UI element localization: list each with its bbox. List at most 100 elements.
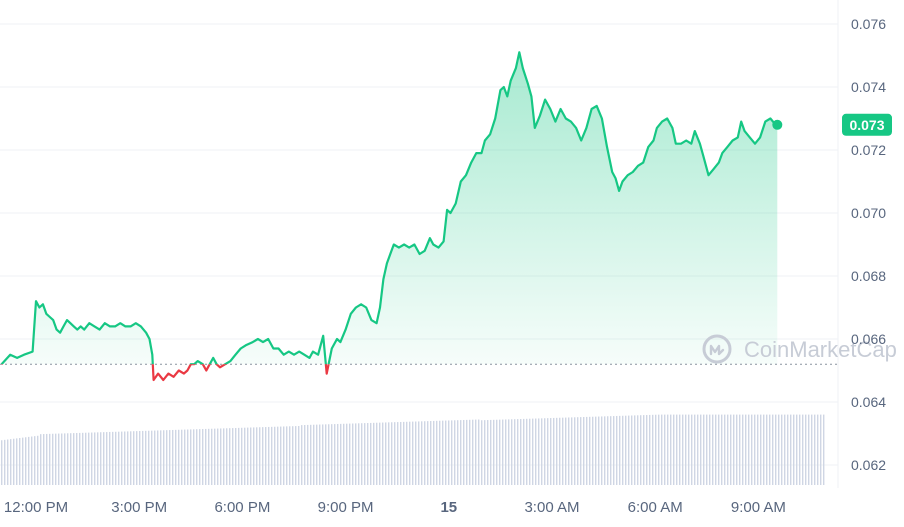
- volume-bar: [145, 430, 147, 485]
- volume-bar: [793, 414, 795, 485]
- volume-bar: [352, 423, 354, 485]
- volume-bar: [454, 420, 456, 485]
- volume-bar: [286, 426, 288, 485]
- current-price-badge-bg: [842, 113, 892, 136]
- volume-bar: [253, 427, 255, 485]
- volume-bar: [604, 416, 606, 485]
- volume-bar: [580, 417, 582, 485]
- volume-bar: [163, 430, 165, 485]
- volume-bar: [151, 430, 153, 485]
- x-axis: 12:00 PM 3:00 PM 6:00 PM 9:00 PM 15 3:00 AM 6:…: [4, 499, 786, 516]
- volume-bar: [94, 432, 96, 485]
- volume-bar: [106, 432, 108, 485]
- volume-bar: [97, 432, 99, 485]
- volume-bar: [259, 427, 261, 485]
- volume-bar: [247, 427, 249, 485]
- volume-bar: [709, 414, 711, 485]
- volume-bar: [379, 422, 381, 485]
- volume-bar: [559, 417, 561, 485]
- volume-bar: [439, 420, 441, 485]
- price-line[interactable]: [0, 51, 778, 382]
- volume-bar: [223, 428, 225, 485]
- volume-bar: [547, 418, 549, 485]
- volume-bar: [619, 415, 621, 485]
- volume-bar: [601, 416, 603, 485]
- volume-bar: [481, 420, 483, 485]
- volume-bar: [124, 431, 126, 485]
- volume-bar: [193, 429, 195, 485]
- volume-bar: [667, 414, 669, 485]
- volume-bar: [475, 419, 477, 485]
- volume-bar: [412, 421, 414, 485]
- volume-bar: [541, 418, 543, 485]
- volume-bar: [370, 422, 372, 485]
- volume-bar: [136, 431, 138, 485]
- watermark-text: CoinMarketCap: [744, 337, 897, 362]
- volume-bar: [670, 414, 672, 485]
- volume-bar: [640, 415, 642, 485]
- volume-bar: [100, 432, 102, 485]
- volume-bar: [757, 414, 759, 485]
- coinmarketcap-logo-icon: [702, 334, 732, 364]
- volume-bar: [109, 431, 111, 485]
- volume-bar: [817, 414, 819, 485]
- price-line-up[interactable]: [0, 51, 778, 380]
- volume-bar: [208, 428, 210, 485]
- volume-bar: [25, 437, 27, 485]
- last-price-dot[interactable]: [772, 119, 783, 130]
- volume-bar: [328, 424, 330, 485]
- volume-bar: [292, 426, 294, 485]
- current-price-label: 0.073: [849, 117, 884, 133]
- x-tick-label: 15: [440, 499, 457, 516]
- volume-bar: [691, 414, 693, 485]
- volume-bar: [415, 421, 417, 485]
- volume-bar: [769, 414, 771, 485]
- volume-bar: [277, 426, 279, 485]
- volume-bar: [52, 433, 54, 485]
- volume-bar: [364, 423, 366, 485]
- volume-bar: [388, 422, 390, 485]
- current-price-badge: 0.073: [842, 113, 892, 136]
- volume-bar: [433, 420, 435, 485]
- volume-bar: [394, 422, 396, 485]
- volume-bar: [268, 426, 270, 485]
- volume-bar: [376, 422, 378, 485]
- volume-bar: [808, 414, 810, 485]
- volume-bar: [76, 433, 78, 485]
- volume-bar: [778, 414, 780, 485]
- volume-bar: [427, 421, 429, 485]
- volume-bar: [676, 414, 678, 485]
- volume-bar: [154, 430, 156, 485]
- volume-bar: [721, 414, 723, 485]
- volume-bar: [250, 427, 252, 485]
- volume-bar: [745, 414, 747, 485]
- volume-bar: [805, 414, 807, 485]
- volume-bar: [22, 437, 24, 485]
- volume-bar: [487, 420, 489, 485]
- volume-bar: [754, 414, 756, 485]
- volume-bar: [664, 414, 666, 485]
- volume-bar: [424, 421, 426, 485]
- volume-bar: [562, 417, 564, 485]
- volume-bar: [181, 429, 183, 485]
- volume-bar: [571, 417, 573, 485]
- volume-bar: [763, 414, 765, 485]
- volume-bar: [19, 438, 21, 485]
- volume-bar: [784, 414, 786, 485]
- volume-bar: [337, 423, 339, 485]
- volume-bar: [403, 421, 405, 485]
- x-tick-label: 9:00 AM: [731, 499, 786, 516]
- volume-bar: [820, 414, 822, 485]
- volume-bar: [625, 415, 627, 485]
- volume-bar: [406, 421, 408, 485]
- volume-bar: [679, 414, 681, 485]
- volume-bar: [430, 421, 432, 485]
- volume-bar: [421, 421, 423, 485]
- volume-bar: [334, 424, 336, 485]
- volume-bar: [457, 420, 459, 485]
- volume-bar: [814, 414, 816, 485]
- volume-bar: [397, 422, 399, 485]
- volume-bar: [583, 417, 585, 485]
